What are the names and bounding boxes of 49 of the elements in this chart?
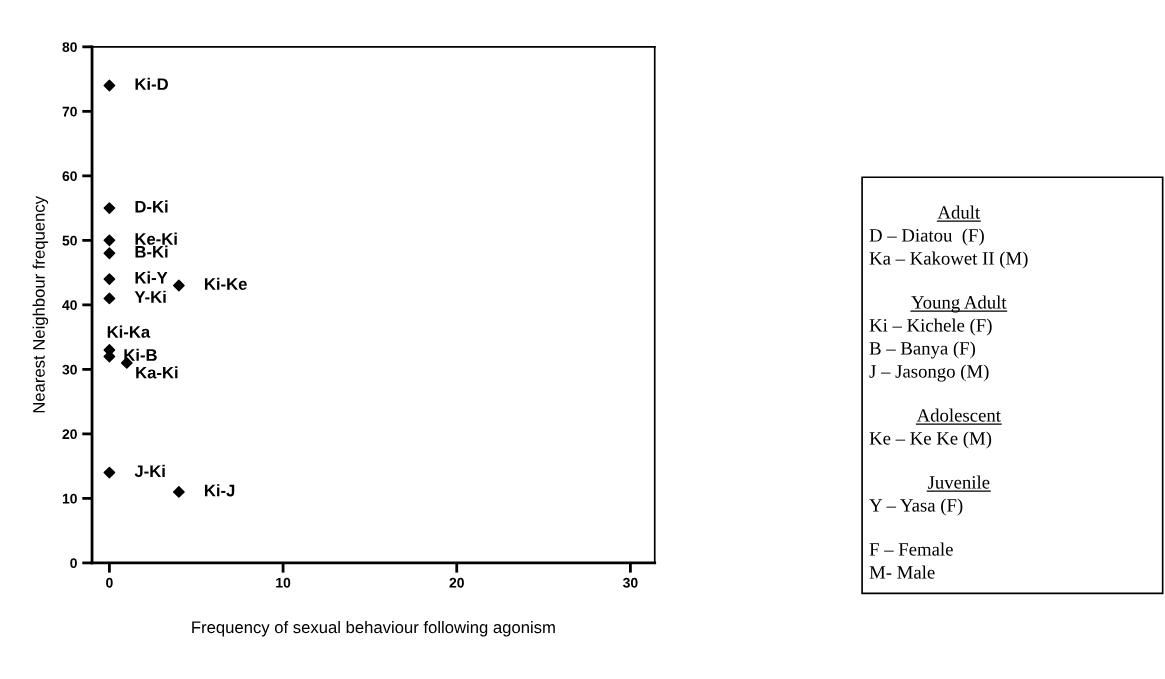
point [103, 79, 116, 92]
data-label: Ki-J [204, 484, 235, 497]
text: Adolescent [916, 408, 1001, 422]
data-label: Ki-B [124, 348, 157, 361]
text: D – Diatou (F) [869, 228, 984, 246]
y-axis-title: Nearest Neighbour frequency [32, 196, 49, 413]
data-label: Y-Ki [134, 290, 166, 303]
y-tick-label: 60 [62, 171, 77, 182]
y-tick-label: 70 [62, 106, 77, 117]
text: M- Male [869, 565, 935, 579]
text: Ki – Kichele (F) [869, 318, 992, 336]
x-axis-title: Frequency of sexual behaviour following agonism [192, 620, 555, 637]
data-label: B-Ki [135, 245, 168, 258]
y-tick-label: 0 [70, 558, 77, 569]
data-label: Ki-Ke [204, 277, 247, 290]
text: Young Adult [911, 295, 1007, 313]
point [103, 466, 116, 479]
y-tick-label: 40 [62, 300, 77, 311]
point [103, 292, 116, 305]
text: F – Female [869, 542, 953, 556]
x-tick-label: 30 [623, 577, 638, 588]
point [103, 273, 116, 285]
text: Juvenile [927, 475, 990, 489]
y-tick-label: 30 [62, 364, 77, 375]
data-label: Ka-Ki [136, 366, 178, 379]
text: Ke – Ke Ke (M) [869, 431, 992, 449]
data-label: Ki-Ka [107, 325, 151, 338]
x-tick-label: 20 [449, 577, 464, 588]
text: J – Jasongo (M) [869, 364, 989, 382]
data-label: D-Ki [135, 200, 168, 213]
y-tick-label: 80 [62, 42, 77, 53]
point [172, 486, 185, 498]
y-tick-label: 50 [62, 235, 77, 246]
data-label: Ki-D [135, 77, 168, 90]
x-tick-label: 10 [276, 577, 291, 588]
point [103, 247, 116, 260]
x-tick-label: 0 [106, 577, 113, 588]
data-label: Ki-Y [135, 271, 168, 284]
y-tick-label: 10 [62, 493, 77, 504]
data-label: J-Ki [134, 464, 165, 478]
y-tick-label: 20 [62, 429, 77, 440]
point [103, 234, 116, 247]
text: Y – Yasa (F) [869, 498, 963, 516]
text: B – Banya (F) [869, 341, 976, 359]
point [172, 279, 185, 292]
text: Ka – Kakowet II (M) [869, 251, 1028, 269]
data-label: Ke-Ki [135, 232, 177, 245]
text: Adult [937, 205, 981, 219]
point [103, 202, 116, 215]
